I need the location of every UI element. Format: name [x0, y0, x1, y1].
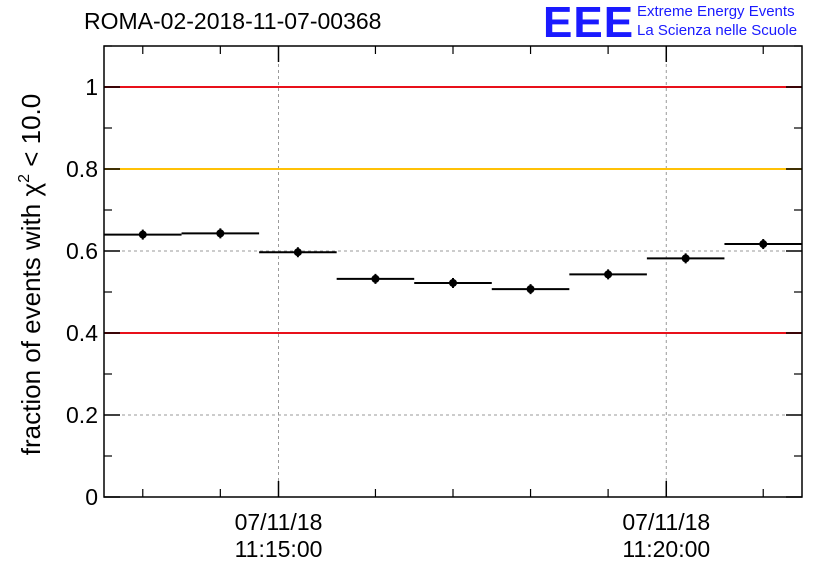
x-tick-label-date: 07/11/18 — [235, 509, 323, 535]
y-tick-label: 0.2 — [66, 402, 98, 428]
data-point — [759, 240, 768, 249]
data-point — [293, 248, 302, 257]
eee-logo-mark: EEE — [543, 0, 635, 47]
plot-frame — [103, 45, 803, 498]
grid-layer — [104, 46, 802, 497]
y-axis-label-tail: < 10.0 — [16, 94, 46, 174]
y-tick-label: 0.8 — [66, 156, 98, 182]
x-tick-label-time: 11:15:00 — [235, 536, 323, 562]
data-layer — [104, 228, 802, 295]
data-point — [526, 285, 535, 294]
y-axis-label-sup: 2 — [16, 174, 33, 183]
data-point — [371, 274, 380, 283]
y-tick-label: 0 — [85, 484, 98, 510]
y-tick-label: 1 — [85, 74, 98, 100]
logo-line-2: La Scienza nelle Scuole — [637, 22, 798, 39]
data-point — [681, 254, 690, 263]
data-point — [449, 278, 457, 287]
y-axis-label-main: fraction of events with χ — [16, 183, 46, 456]
data-point — [216, 229, 225, 238]
eee-logo: EEE Extreme Energy Events La Scienza nel… — [543, 0, 833, 46]
axis-layer: 00.20.40.60.8107/11/1811:15:0007/11/1811… — [66, 45, 802, 562]
y-tick-label: 0.6 — [66, 238, 98, 264]
reference-lines — [104, 86, 802, 334]
x-tick-label-date: 07/11/18 — [622, 509, 710, 535]
chart-title: ROMA-02-2018-11-07-00368 — [84, 8, 382, 34]
logo-line-1: Extreme Energy Events — [637, 3, 795, 20]
data-point — [138, 230, 147, 239]
y-axis-label: fraction of events with χ2 < 10.0 — [16, 94, 46, 455]
x-tick-label-time: 11:20:00 — [622, 536, 710, 562]
data-point — [604, 270, 613, 279]
y-tick-label: 0.4 — [66, 320, 98, 346]
